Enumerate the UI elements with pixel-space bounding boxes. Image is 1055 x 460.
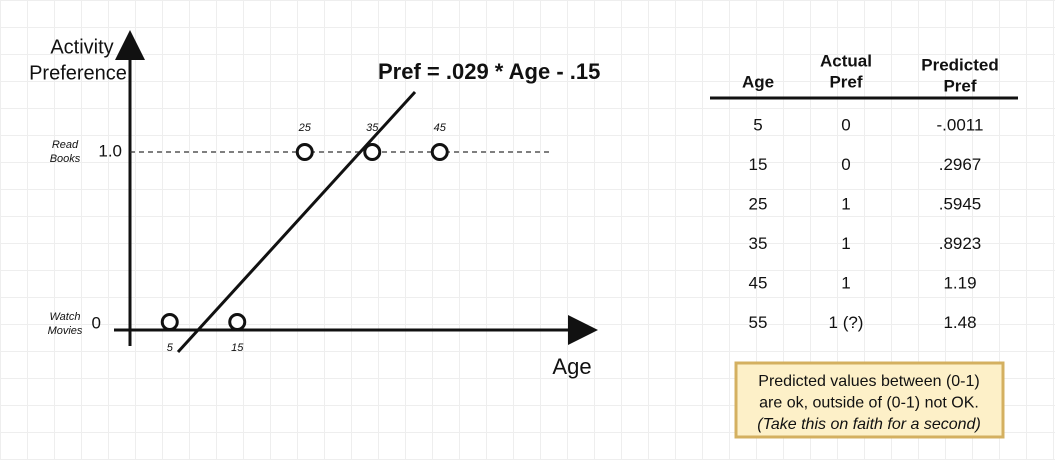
table-cell: 55 (749, 313, 768, 332)
data-point (160, 313, 179, 331)
x-axis-title: Age (552, 354, 591, 379)
table-cell: 45 (749, 273, 768, 292)
note-text: are ok, outside of (0-1) not OK. (759, 395, 979, 412)
level-category: Watch (50, 311, 81, 323)
table-cell: 25 (749, 194, 768, 213)
table-cell: 1 (841, 273, 850, 292)
regression-line (176, 90, 417, 354)
level-category: Books (50, 153, 81, 165)
table-cell: -.0011 (937, 115, 984, 134)
point-label: 45 (434, 122, 447, 134)
table-header: Pref (943, 76, 976, 95)
table-cell: 0 (841, 155, 850, 174)
table-cell: .5945 (939, 194, 982, 213)
y-axis-title: Preference (29, 62, 127, 84)
level-category: Movies (48, 325, 83, 337)
data-point (363, 143, 382, 161)
point-label: 5 (167, 342, 174, 354)
equation: Pref = .029 * Age - .15 (378, 59, 600, 84)
data-point (295, 143, 314, 161)
table-cell: 1.19 (943, 273, 976, 292)
table-cell: 15 (749, 155, 768, 174)
note-text: Predicted values between (0-1) (758, 373, 979, 390)
table-cell: 0 (841, 115, 850, 134)
point-label: 35 (366, 122, 379, 134)
data-point (228, 313, 247, 331)
level-category: Read (52, 139, 79, 151)
table-cell: .2967 (939, 155, 982, 174)
table-cell: 1.48 (943, 313, 976, 332)
table-cell: 1 (841, 194, 850, 213)
data-point (430, 143, 449, 161)
table-cell: 1 (?) (829, 313, 864, 332)
table-cell: .8923 (939, 234, 982, 253)
table-cell: 1 (841, 234, 850, 253)
table-header: Age (742, 72, 774, 91)
table-header: Predicted (921, 55, 998, 74)
note-box (734, 361, 1005, 439)
table-header: Actual (820, 51, 872, 70)
table-cell: 35 (749, 234, 768, 253)
table-cell: 5 (753, 115, 762, 134)
point-label: 25 (298, 122, 312, 134)
y-axis-title: Activity (50, 36, 113, 58)
point-label: 15 (231, 342, 244, 354)
table-header: Pref (829, 72, 862, 91)
level-value: 1.0 (98, 141, 122, 160)
level-value: 0 (92, 313, 101, 332)
note-text: (Take this on faith for a second) (757, 416, 981, 433)
